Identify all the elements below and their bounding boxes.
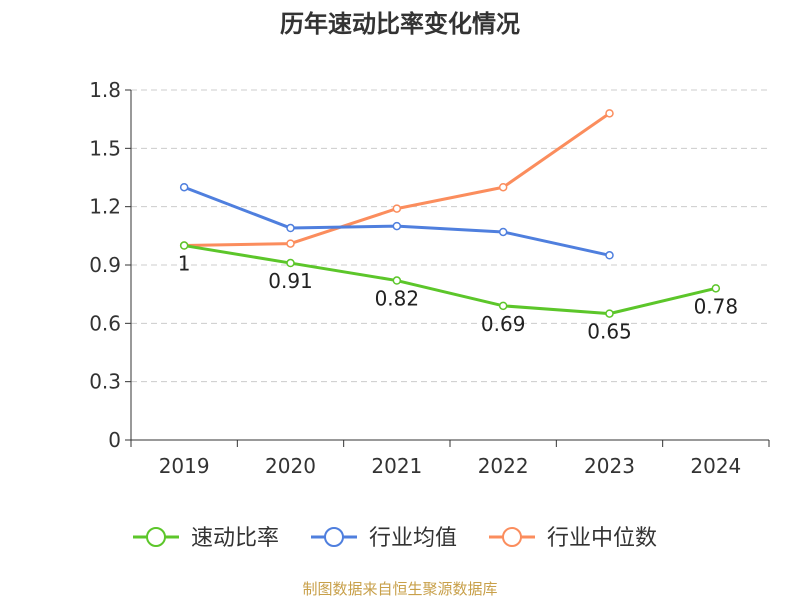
data-label: 1 bbox=[178, 252, 191, 276]
data-source-note: 制图数据来自恒生聚源数据库 bbox=[302, 580, 498, 598]
data-point bbox=[498, 227, 508, 237]
legend-item: 行业均值 bbox=[311, 526, 457, 551]
data-label-layer: 1 0.91 0.82 0.69 0.65 0.78 bbox=[178, 252, 738, 344]
x-tick-label: 2023 bbox=[584, 454, 635, 478]
data-point bbox=[605, 109, 614, 118]
data-point bbox=[179, 241, 189, 250]
y-tick-label: 0.9 bbox=[89, 253, 121, 277]
data-point bbox=[498, 182, 508, 192]
chart-title: 历年速动比率变化情况 bbox=[280, 10, 520, 38]
y-tick-label: 1.5 bbox=[89, 136, 121, 160]
data-point bbox=[392, 276, 402, 285]
legend-label: 行业中位数 bbox=[547, 526, 657, 551]
data-point bbox=[286, 239, 295, 248]
y-tick-label: 1.2 bbox=[89, 195, 121, 219]
legend-label: 速动比率 bbox=[191, 526, 279, 551]
legend-item: 行业中位数 bbox=[489, 526, 657, 551]
x-tick-label: 2021 bbox=[371, 454, 422, 478]
y-tick-label: 1.8 bbox=[89, 78, 121, 102]
legend-swatch-marker bbox=[146, 527, 166, 547]
legend-swatch-marker bbox=[502, 527, 522, 547]
x-tick-label: 2020 bbox=[265, 454, 316, 478]
data-point bbox=[286, 223, 295, 233]
y-tick-label: 0.6 bbox=[89, 311, 121, 335]
data-point bbox=[286, 258, 295, 268]
grid-layer bbox=[131, 89, 769, 383]
data-label: 0.91 bbox=[268, 269, 313, 293]
x-tick-label: 2022 bbox=[478, 454, 529, 478]
series-layer bbox=[179, 109, 721, 318]
data-point bbox=[179, 182, 189, 192]
legend: 速动比率 行业均值 行业中位数 bbox=[133, 526, 657, 551]
data-point bbox=[711, 284, 721, 293]
data-label: 0.69 bbox=[481, 312, 526, 336]
data-point bbox=[605, 309, 614, 318]
data-point bbox=[605, 251, 614, 260]
data-point bbox=[498, 301, 508, 311]
series-line bbox=[182, 244, 718, 316]
y-tick-label: 0.3 bbox=[89, 370, 121, 394]
legend-label: 行业均值 bbox=[369, 526, 457, 551]
axis-layer: 0 0.3 0.6 0.9 1.2 1.5 1.8 2019 2020 2021 2022 2023 2… bbox=[89, 78, 770, 478]
legend-item: 速动比率 bbox=[133, 526, 279, 551]
data-point bbox=[392, 221, 402, 231]
legend-swatch-marker bbox=[324, 527, 344, 547]
x-tick-label: 2019 bbox=[159, 454, 210, 478]
data-label: 0.82 bbox=[375, 287, 420, 311]
y-tick-label: 0 bbox=[108, 428, 121, 452]
data-label: 0.78 bbox=[694, 294, 739, 318]
data-label: 0.65 bbox=[587, 320, 632, 344]
data-point bbox=[392, 204, 402, 213]
x-tick-label: 2024 bbox=[690, 454, 741, 478]
